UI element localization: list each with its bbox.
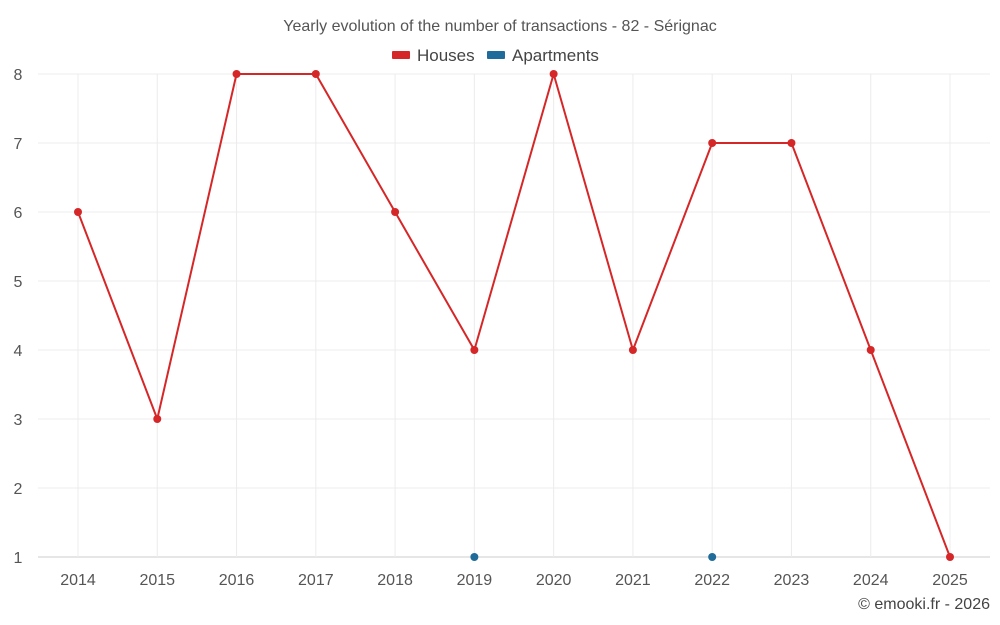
- legend-swatch-apartments: [487, 51, 505, 59]
- data-point-houses[interactable]: [946, 553, 954, 561]
- x-tick-label: 2018: [377, 572, 413, 589]
- x-tick-label: 2023: [774, 572, 810, 589]
- y-tick-label: 4: [14, 343, 23, 360]
- x-tick-label: 2016: [219, 572, 255, 589]
- data-point-houses[interactable]: [708, 139, 717, 147]
- x-tick-label: 2025: [932, 572, 968, 589]
- data-point-apartments[interactable]: [470, 553, 479, 561]
- x-tick-label: 2021: [615, 572, 651, 589]
- data-point-houses[interactable]: [549, 70, 558, 78]
- y-tick-label: 8: [14, 67, 23, 84]
- credit: © emooki.fr - 2026: [858, 596, 990, 613]
- x-tick-label: 2019: [457, 572, 493, 589]
- data-point-houses[interactable]: [787, 139, 796, 147]
- legend-label-apartments: Apartments: [512, 46, 599, 65]
- x-tick-label: 2015: [139, 572, 175, 589]
- data-point-apartments[interactable]: [708, 553, 717, 561]
- data-point-houses[interactable]: [153, 415, 162, 423]
- y-tick-label: 6: [14, 205, 23, 222]
- y-tick-label: 2: [14, 481, 23, 498]
- legend-label-houses: Houses: [417, 46, 475, 65]
- data-point-houses[interactable]: [628, 346, 637, 354]
- series-line-houses: [77, 73, 951, 558]
- y-tick-label: 5: [14, 274, 23, 291]
- x-tick-label: 2017: [298, 572, 334, 589]
- y-tick-label: 3: [14, 412, 23, 429]
- data-point-houses[interactable]: [311, 70, 320, 78]
- y-tick-label: 7: [14, 136, 23, 153]
- data-point-houses[interactable]: [391, 208, 400, 216]
- data-point-houses[interactable]: [470, 346, 479, 354]
- x-tick-label: 2020: [536, 572, 572, 589]
- x-axis-ticks: 2014 2015 2016 2017 2018 2019 2020 2021 2022 2023…: [60, 572, 968, 589]
- data-point-houses[interactable]: [232, 70, 241, 78]
- legend: Houses Apartments: [392, 46, 599, 65]
- x-tick-label: 2022: [694, 572, 730, 589]
- chart-title: Yearly evolution of the number of transa…: [283, 18, 716, 35]
- series: [74, 70, 954, 561]
- data-point-houses[interactable]: [866, 346, 875, 354]
- y-axis-ticks: 1 2 3 4 5 6 7 8: [14, 67, 23, 567]
- legend-item-apartments[interactable]: Apartments: [487, 46, 599, 65]
- x-tick-label: 2014: [60, 572, 96, 589]
- legend-swatch-houses: [392, 51, 410, 59]
- y-tick-label: 1: [14, 550, 23, 567]
- legend-item-houses[interactable]: Houses: [392, 46, 475, 65]
- data-point-houses[interactable]: [74, 208, 82, 216]
- x-tick-label: 2024: [853, 572, 889, 589]
